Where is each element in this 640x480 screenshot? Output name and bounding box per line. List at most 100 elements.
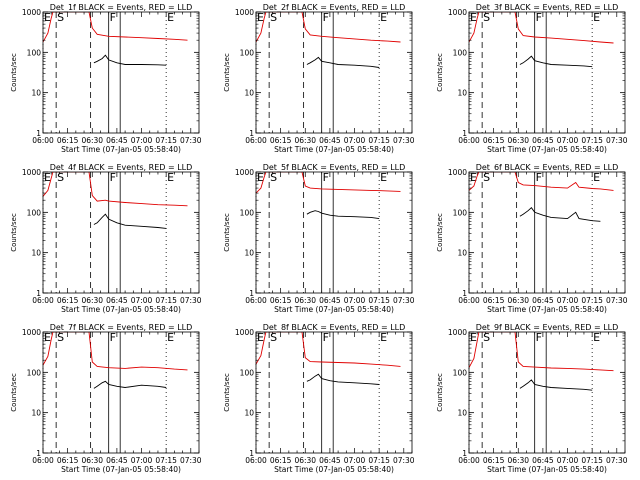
- y-tick-label: 1: [249, 289, 254, 298]
- y-tick-label: 1000: [448, 168, 467, 177]
- x-axis-label: Start Time (07-Jan-05 05:58:40): [61, 465, 181, 474]
- marker-label: S: [483, 171, 490, 184]
- plot-frame: [255, 331, 413, 454]
- y-tick-label: 1000: [235, 168, 254, 177]
- y-tick-label: 100: [240, 208, 255, 217]
- marker-label: E: [257, 11, 264, 24]
- x-tick-label: 06:15: [57, 296, 79, 305]
- marker-label: S: [483, 11, 490, 24]
- y-tick-label: 10: [457, 409, 467, 418]
- x-tick-label: 06:30: [507, 456, 529, 465]
- series-lld: [469, 332, 614, 372]
- series-lld: [256, 172, 401, 194]
- x-tick-label: 07:30: [180, 456, 202, 465]
- x-tick-label: 07:30: [393, 136, 415, 145]
- x-tick-label: 06:00: [32, 456, 54, 465]
- x-tick-label: 06:00: [458, 296, 480, 305]
- marker-label: E: [167, 171, 174, 184]
- marker-label: F: [323, 11, 329, 24]
- x-tick-label: 06:00: [32, 296, 54, 305]
- series-lld: [256, 12, 401, 43]
- panel-title: Det_9f BLACK = Events, RED = LLD: [476, 323, 619, 332]
- plot-frame: [468, 171, 626, 294]
- marker-label: S: [483, 331, 490, 344]
- y-tick-label: 1: [249, 129, 254, 138]
- y-tick-label: 1: [462, 129, 467, 138]
- y-tick-label: 100: [453, 368, 468, 377]
- marker-label: E: [380, 11, 387, 24]
- x-tick-label: 07:30: [393, 456, 415, 465]
- plot-frame: [255, 11, 413, 134]
- marker-label: E: [470, 11, 477, 24]
- marker-label: F: [323, 171, 329, 184]
- x-tick-label: 06:45: [532, 296, 554, 305]
- marker-label: E: [44, 171, 51, 184]
- marker-label: E: [593, 331, 600, 344]
- series-events: [519, 55, 593, 68]
- x-tick-label: 06:00: [458, 456, 480, 465]
- x-tick-label: 07:00: [344, 456, 366, 465]
- x-tick-label: 06:45: [106, 296, 128, 305]
- x-tick-label: 06:00: [32, 136, 54, 145]
- y-tick-label: 100: [240, 368, 255, 377]
- series-lld: [256, 332, 401, 367]
- series-events: [519, 379, 593, 391]
- y-axis-label: Counts/sec: [223, 373, 231, 412]
- series-lld: [469, 12, 614, 44]
- series-lld: [43, 172, 188, 207]
- x-tick-label: 07:15: [155, 456, 177, 465]
- x-tick-label: 07:15: [368, 136, 390, 145]
- x-tick-label: 07:15: [155, 136, 177, 145]
- panel-title: Det_6f BLACK = Events, RED = LLD: [476, 163, 619, 172]
- x-tick-label: 06:30: [507, 136, 529, 145]
- marker-label: E: [470, 171, 477, 184]
- marker-label: E: [44, 331, 51, 344]
- marker-label: F: [110, 171, 116, 184]
- series-events: [306, 210, 380, 220]
- x-tick-label: 06:45: [532, 456, 554, 465]
- y-tick-label: 1: [462, 289, 467, 298]
- x-tick-label: 07:15: [368, 456, 390, 465]
- x-tick-label: 06:45: [319, 296, 341, 305]
- x-tick-label: 06:30: [294, 296, 316, 305]
- series-lld: [43, 12, 188, 43]
- plot-frame: [42, 171, 200, 294]
- y-axis-label: Counts/sec: [10, 213, 18, 252]
- x-tick-label: 07:15: [368, 296, 390, 305]
- x-tick-label: 07:15: [155, 296, 177, 305]
- x-tick-label: 07:30: [606, 136, 628, 145]
- marker-label: E: [257, 171, 264, 184]
- panel-title: Det_2f BLACK = Events, RED = LLD: [263, 3, 406, 12]
- y-tick-label: 10: [31, 409, 41, 418]
- marker-label: E: [380, 171, 387, 184]
- panel-title: Det_7f BLACK = Events, RED = LLD: [50, 323, 193, 332]
- x-tick-label: 07:00: [131, 456, 153, 465]
- y-tick-label: 1: [36, 449, 41, 458]
- x-tick-label: 07:15: [581, 136, 603, 145]
- panel-title: Det_3f BLACK = Events, RED = LLD: [476, 3, 619, 12]
- x-tick-label: 06:15: [270, 296, 292, 305]
- marker-label: E: [593, 11, 600, 24]
- y-tick-label: 1: [36, 129, 41, 138]
- series-events: [306, 373, 380, 385]
- x-axis-label: Start Time (07-Jan-05 05:58:40): [274, 145, 394, 154]
- y-axis-label: Counts/sec: [223, 53, 231, 92]
- y-axis-label: Counts/sec: [10, 53, 18, 92]
- marker-label: E: [593, 171, 600, 184]
- x-tick-label: 07:00: [344, 296, 366, 305]
- panel-title: Det_5f BLACK = Events, RED = LLD: [263, 163, 406, 172]
- series-lld: [43, 332, 188, 371]
- y-tick-label: 10: [244, 409, 254, 418]
- y-tick-label: 1000: [22, 8, 41, 17]
- marker-label: S: [57, 11, 64, 24]
- x-axis-label: Start Time (07-Jan-05 05:58:40): [274, 465, 394, 474]
- y-axis-label: Counts/sec: [223, 213, 231, 252]
- y-tick-label: 100: [27, 208, 42, 217]
- y-tick-label: 1000: [235, 328, 254, 337]
- plot-frame: [42, 11, 200, 134]
- marker-label: F: [110, 331, 116, 344]
